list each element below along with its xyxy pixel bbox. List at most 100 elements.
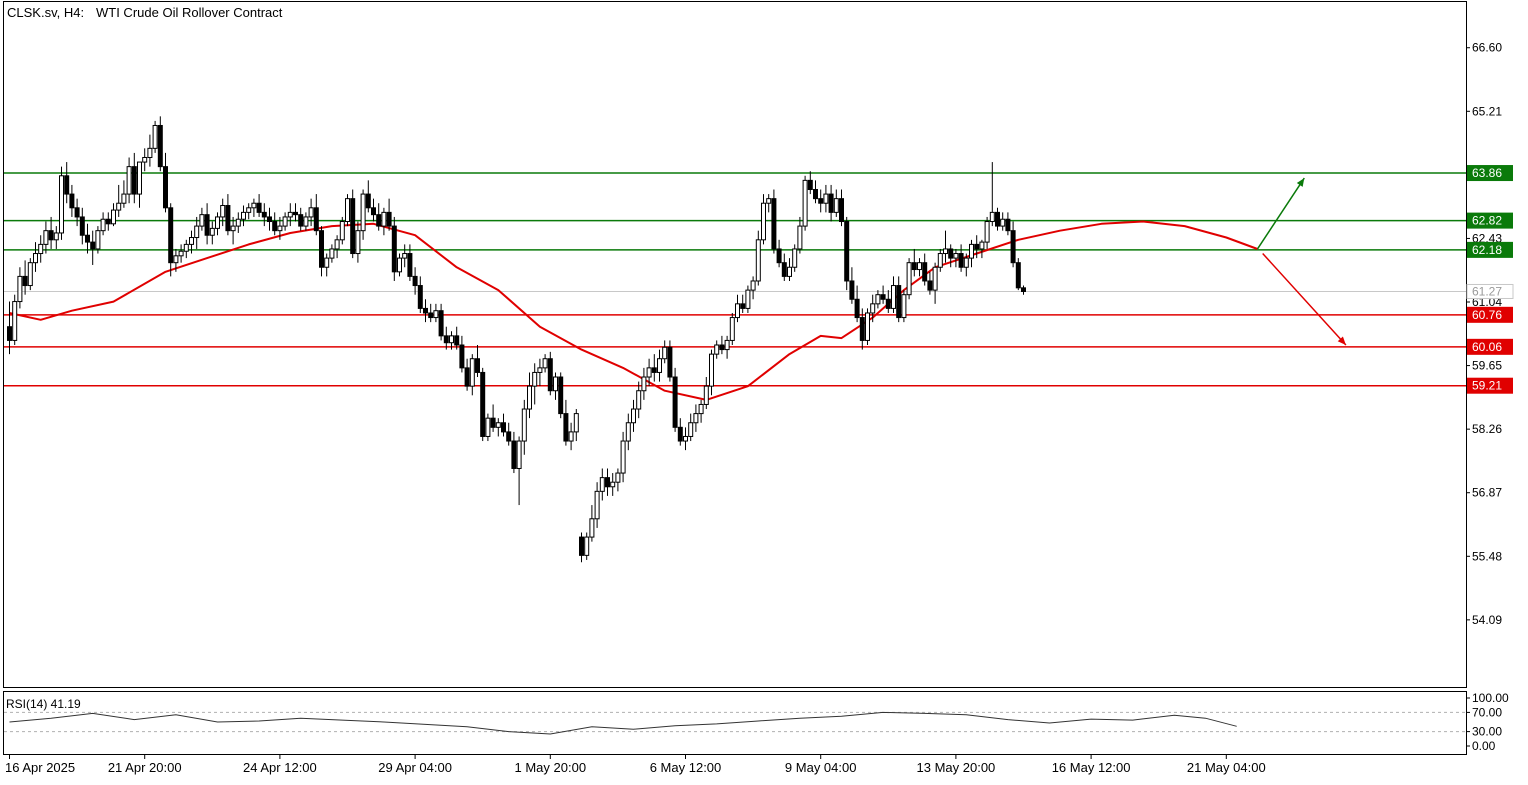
time-tick-label: 1 May 20:00 bbox=[515, 760, 587, 775]
candle bbox=[126, 157, 132, 204]
candle bbox=[636, 381, 642, 419]
candle bbox=[365, 180, 371, 213]
candle bbox=[43, 221, 49, 254]
candle bbox=[485, 413, 491, 442]
time-tick-label: 13 May 20:00 bbox=[917, 760, 996, 775]
candle bbox=[194, 216, 200, 249]
price-tick-label: 55.48 bbox=[1472, 549, 1502, 563]
candle bbox=[480, 367, 486, 442]
resistance-level-tag bbox=[1467, 165, 1513, 182]
price-tick-label: 54.09 bbox=[1472, 613, 1502, 627]
candle bbox=[776, 239, 782, 268]
candle bbox=[750, 276, 756, 300]
candle bbox=[303, 212, 309, 231]
candle bbox=[854, 285, 860, 323]
candle bbox=[95, 226, 101, 254]
candle bbox=[7, 301, 12, 355]
symbol-label: CLSK.sv, H4: bbox=[7, 5, 84, 20]
candle bbox=[709, 349, 714, 396]
candle bbox=[859, 308, 865, 350]
candle bbox=[298, 207, 304, 231]
candle bbox=[230, 216, 236, 245]
candle bbox=[53, 226, 59, 249]
candle bbox=[901, 290, 907, 323]
time-tick-label: 16 Apr 2025 bbox=[5, 760, 75, 775]
candle bbox=[438, 303, 444, 341]
support-level-label: 60.06 bbox=[1472, 340, 1502, 354]
time-tick-label: 29 Apr 04:00 bbox=[378, 760, 452, 775]
candle bbox=[875, 290, 881, 309]
candle bbox=[984, 216, 990, 249]
candle bbox=[724, 335, 730, 359]
candle bbox=[797, 216, 803, 254]
candle bbox=[345, 194, 350, 227]
instrument-title: WTI Crude Oil Rollover Contract bbox=[96, 5, 283, 20]
candle bbox=[880, 285, 886, 304]
candle bbox=[662, 340, 668, 364]
candle bbox=[147, 134, 153, 167]
candle bbox=[527, 372, 532, 419]
time-tick-label: 21 May 04:00 bbox=[1187, 760, 1266, 775]
candle bbox=[381, 207, 387, 236]
candle bbox=[579, 532, 584, 563]
rsi-tick-label: 0.00 bbox=[1472, 739, 1496, 753]
candle bbox=[313, 194, 319, 236]
time-tick-label: 9 May 04:00 bbox=[785, 760, 857, 775]
support-level-tag bbox=[1467, 338, 1513, 355]
candle bbox=[813, 180, 818, 204]
candle bbox=[464, 358, 470, 391]
candle bbox=[137, 161, 142, 208]
candle bbox=[261, 203, 267, 227]
price-tick-label: 56.87 bbox=[1472, 486, 1502, 500]
candle bbox=[433, 303, 439, 323]
time-tick-label: 24 Apr 12:00 bbox=[243, 760, 317, 775]
candle bbox=[454, 326, 460, 350]
candle bbox=[386, 198, 392, 231]
candle bbox=[683, 427, 688, 451]
candle bbox=[896, 276, 902, 323]
candle bbox=[573, 409, 579, 442]
candle bbox=[911, 248, 917, 277]
candle bbox=[355, 221, 361, 263]
candle bbox=[620, 431, 626, 483]
candle bbox=[547, 351, 553, 396]
candle bbox=[152, 120, 158, 153]
candle bbox=[511, 431, 517, 474]
candle bbox=[324, 253, 330, 277]
candle bbox=[521, 399, 527, 455]
resistance-level-label: 62.18 bbox=[1472, 243, 1502, 257]
candle bbox=[131, 152, 137, 204]
candle bbox=[204, 203, 210, 245]
candle bbox=[844, 216, 850, 291]
candle bbox=[27, 258, 33, 291]
candle bbox=[787, 258, 792, 281]
candle bbox=[277, 216, 283, 240]
candle bbox=[173, 248, 179, 272]
candle bbox=[631, 399, 636, 432]
candle bbox=[48, 216, 54, 249]
candle bbox=[449, 331, 454, 350]
candle bbox=[563, 399, 569, 446]
candle bbox=[870, 294, 876, 323]
candle bbox=[256, 194, 262, 217]
candle bbox=[111, 203, 116, 227]
main-panel-frame bbox=[3, 1, 1467, 688]
candle bbox=[589, 505, 595, 542]
candle bbox=[64, 162, 70, 204]
candle bbox=[209, 221, 215, 245]
candle bbox=[267, 207, 272, 231]
candle bbox=[272, 212, 278, 236]
levels-layer bbox=[4, 172, 1466, 387]
candle bbox=[241, 205, 246, 227]
candle bbox=[220, 198, 226, 227]
candle bbox=[833, 189, 839, 217]
candle bbox=[703, 377, 709, 410]
candle bbox=[225, 194, 231, 236]
current-price-label: 61.27 bbox=[1472, 284, 1502, 298]
candle bbox=[963, 253, 969, 277]
candle bbox=[350, 189, 356, 259]
candle bbox=[979, 239, 985, 259]
candle bbox=[251, 198, 257, 217]
